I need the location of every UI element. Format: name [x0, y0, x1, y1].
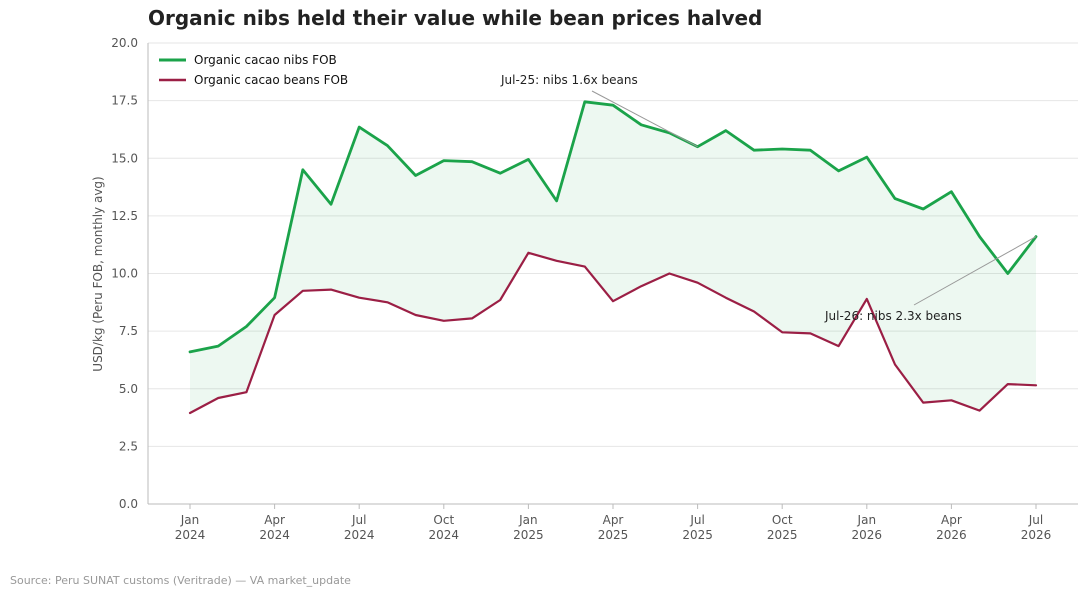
x-tick-label-year: 2026	[936, 528, 967, 542]
y-tick-label: 15.0	[111, 151, 138, 165]
x-tick-label-year: 2025	[598, 528, 629, 542]
y-tick-label: 7.5	[119, 324, 138, 338]
x-tick-label-month: Apr	[941, 513, 962, 527]
axes: 0.02.55.07.510.012.515.017.520.0Jan2024A…	[111, 36, 1078, 542]
nibs-bean-spread-area	[190, 101, 1036, 414]
x-tick-label-year: 2026	[1021, 528, 1052, 542]
annotation-label: Jul-25: nibs 1.6x beans	[500, 73, 638, 87]
x-tick-label-year: 2024	[259, 528, 290, 542]
source-note: Source: Peru SUNAT customs (Veritrade) —…	[10, 574, 351, 587]
x-tick-label-year: 2025	[767, 528, 798, 542]
x-tick-label-year: 2024	[344, 528, 375, 542]
x-tick-label-year: 2026	[852, 528, 883, 542]
x-tick-label-month: Oct	[772, 513, 793, 527]
y-tick-label: 12.5	[111, 209, 138, 223]
fill-between-area	[190, 101, 1036, 414]
x-tick-label-month: Apr	[264, 513, 285, 527]
y-tick-label: 20.0	[111, 36, 138, 50]
x-tick-label-year: 2025	[682, 528, 713, 542]
x-tick-label-month: Jul	[351, 513, 366, 527]
y-tick-label: 2.5	[119, 439, 138, 453]
legend-label: Organic cacao beans FOB	[194, 73, 348, 87]
x-tick-label-month: Apr	[603, 513, 624, 527]
x-tick-label-month: Jul	[689, 513, 704, 527]
legend: Organic cacao nibs FOB Organic cacao bean…	[159, 53, 348, 87]
x-tick-label-year: 2024	[429, 528, 460, 542]
annotation-connector	[913, 236, 1037, 306]
x-tick-label-month: Jan	[518, 513, 538, 527]
y-tick-label: 10.0	[111, 267, 138, 281]
x-tick-label-month: Jan	[180, 513, 200, 527]
annotation-label: Jul-26: nibs 2.3x beans	[824, 309, 962, 323]
x-tick-label-month: Jul	[1028, 513, 1043, 527]
x-tick-label-month: Jan	[857, 513, 877, 527]
legend-label: Organic cacao nibs FOB	[194, 53, 337, 67]
annotation-connector	[591, 90, 698, 148]
series-line-beans	[188, 251, 1038, 415]
x-tick-label-month: Oct	[433, 513, 454, 527]
chart-title: Organic nibs held their value while bean…	[148, 6, 763, 30]
series-lines	[188, 100, 1038, 415]
x-tick-label-year: 2024	[175, 528, 206, 542]
y-tick-label: 5.0	[119, 382, 138, 396]
y-axis-label: USD/kg (Peru FOB, monthly avg)	[91, 176, 105, 371]
x-tick-label-year: 2025	[513, 528, 544, 542]
annotations: Jul-25: nibs 1.6x beans Jul-26: nibs 2.3x…	[500, 73, 1037, 323]
y-tick-label: 17.5	[111, 94, 138, 108]
series-line-nibs	[188, 100, 1038, 354]
y-tick-label: 0.0	[119, 497, 138, 511]
